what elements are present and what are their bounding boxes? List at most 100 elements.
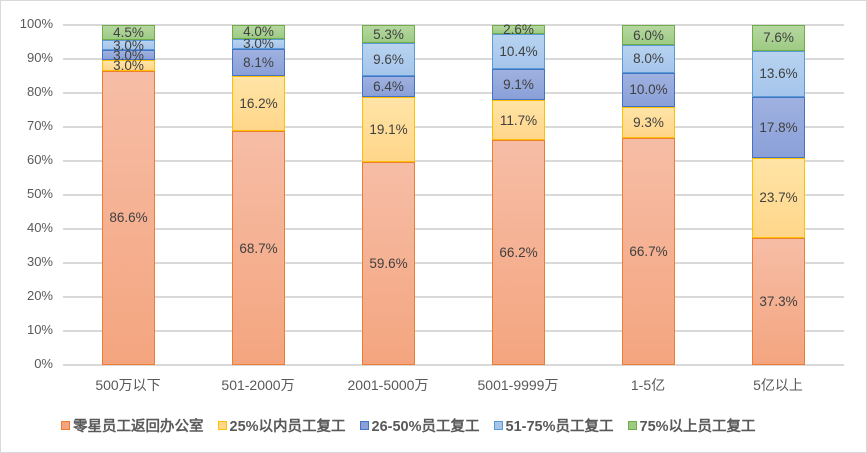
legend-swatch-icon [359,421,369,430]
data-label: 10.0% [629,82,668,98]
data-label: 37.3% [759,294,798,310]
x-tick-label: 500万以下 [95,377,161,393]
bar-segment: 3.0% [232,36,285,52]
bar-segment: 10.4% [492,33,545,70]
bar-segment: 8.0% [622,45,675,73]
legend-item: 26-50%员工复工 [359,415,480,436]
bar-segment: 9.1% [492,69,545,101]
gridline [63,296,844,298]
plot-area: 86.6% 3.0% 3.0% 3.0% 4.5% 68.7% 16.2% 8.1% 3.0% 4… [63,21,844,366]
bar-segment: 16.2% [232,76,285,132]
data-label: 8.1% [243,55,274,71]
bar-segment: 10.0% [622,72,675,107]
gridline [63,58,844,60]
data-label: 5.3% [373,26,404,42]
legend-label: 25%以内员工复工 [229,419,346,435]
bar-segment: 17.8% [752,97,805,158]
y-tick-label: 40% [26,220,53,235]
y-tick-label: 10% [26,322,53,337]
bar-stack: 66.2% 11.7% 9.1% 10.4% 2.6% [492,21,545,365]
data-label: 3.0% [113,37,144,53]
y-tick-label: 50% [26,186,53,201]
bar-segment: 9.6% [362,43,415,76]
gridline [63,364,844,366]
bar-segment: 8.1% [232,48,285,77]
data-label: 9.1% [503,77,534,93]
bar-segment: 5.3% [362,25,415,44]
bar-segment: 13.6% [752,50,805,98]
legend-item: 51-75%员工复工 [493,415,614,436]
data-label: 86.6% [109,210,148,226]
gridline [63,228,844,230]
legend-swatch-icon [61,421,70,430]
data-label: 3.0% [113,47,144,63]
bar-segment: 23.7% [752,157,805,239]
gridline [63,330,844,332]
legend-item: 零星员工返回办公室 [61,415,204,436]
gridline [63,262,844,264]
bar-segment: 3.0% [102,58,155,73]
data-label: 6.4% [373,79,404,95]
data-label: 9.3% [633,114,664,130]
bar-stack: 37.3% 23.7% 17.8% 13.6% 7.6% [752,25,805,365]
gridline [63,194,844,196]
y-tick-label: 60% [26,152,53,167]
y-tick-label: 0% [34,356,53,371]
y-tick-label: 90% [26,50,53,65]
bar-segment: 66.7% [622,138,675,365]
data-label: 9.6% [373,51,404,67]
legend-label: 75%以上员工复工 [639,419,756,435]
legend-swatch-icon [217,421,227,430]
bar-segment: 59.6% [362,162,415,365]
x-tick-label: 2001-5000万 [347,377,429,393]
data-label: 7.6% [763,30,794,46]
legend-label: 零星员工返回办公室 [73,419,204,435]
bar-segment: 3.0% [102,37,155,53]
data-label: 11.7% [499,112,538,128]
data-label: 4.0% [243,24,274,40]
data-label: 19.1% [369,122,408,138]
y-tick-label: 20% [26,288,53,303]
bar-segment: 86.6% [102,70,155,365]
bar-stack: 68.7% 16.2% 8.1% 3.0% 4.0% [232,24,285,365]
data-label: 4.5% [113,24,144,40]
y-tick-label: 30% [26,254,53,269]
data-label: 23.7% [759,190,798,206]
legend: 零星员工返回办公室 25%以内员工复工 26-50%员工复工 51-75%员工复工 75… [61,415,756,436]
bar-segment: 11.7% [492,100,545,140]
data-label: 13.6% [759,66,798,82]
bar-stack: 66.7% 9.3% 10.0% 8.0% 6.0% [622,25,675,365]
data-label: 8.0% [633,51,664,67]
bar-stack: 86.6% 3.0% 3.0% 3.0% 4.5% [102,24,155,365]
data-label: 66.7% [629,244,668,260]
legend-label: 26-50%员工复工 [371,419,480,435]
gridline [63,24,844,26]
bar-segment: 68.7% [232,131,285,365]
x-tick-label: 1-5亿 [630,377,666,393]
bar-segment: 19.1% [362,97,415,163]
data-label: 17.8% [759,119,798,135]
data-label: 68.7% [239,240,278,256]
y-tick-label: 100% [19,16,53,31]
bar-segment: 66.2% [492,139,545,365]
x-tick-label: 5001-9999万 [477,377,559,393]
data-label: 6.0% [633,27,664,43]
legend-label: 51-75%员工复工 [505,419,614,435]
bar-stack: 59.6% 19.1% 6.4% 9.6% 5.3% [362,25,415,365]
legend-swatch-icon [493,421,503,430]
bar-segment: 9.3% [622,106,675,139]
bar-segment: 3.0% [102,47,155,63]
x-tick-label: 501-2000万 [221,377,295,393]
data-label: 16.2% [239,96,278,112]
y-tick-label: 80% [26,84,53,99]
bar-segment: 6.0% [622,25,675,46]
data-label: 2.6% [503,21,534,37]
bar-segment: 7.6% [752,25,805,51]
legend-swatch-icon [627,421,637,430]
bar-segment: 37.3% [752,238,805,365]
bar-segment: 6.4% [362,75,415,98]
data-label: 59.6% [369,256,408,272]
data-label: 3.0% [243,36,274,52]
bar-segment: 4.0% [232,24,285,40]
